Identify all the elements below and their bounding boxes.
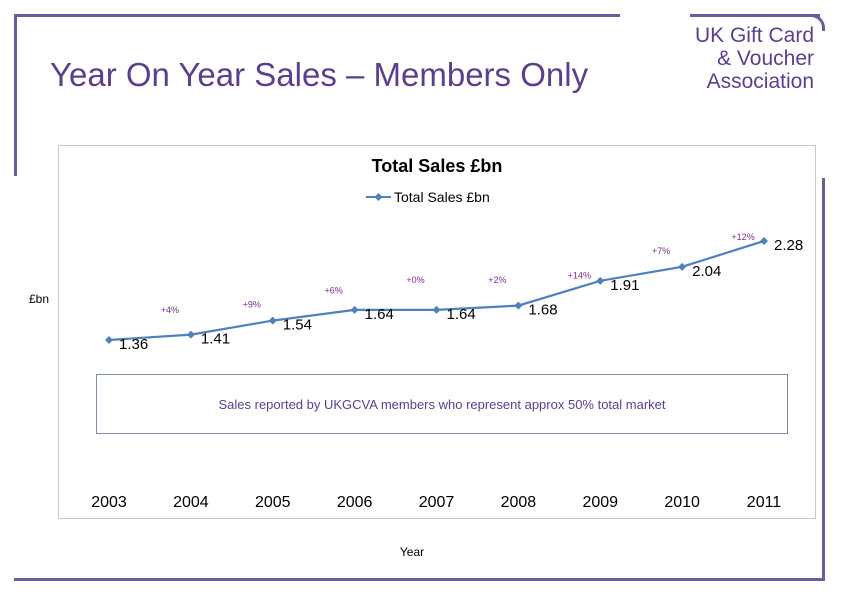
logo-line-1: UK Gift Card bbox=[694, 24, 814, 47]
x-tick-label-2011: 2011 bbox=[747, 494, 782, 511]
data-point-2010 bbox=[678, 262, 687, 271]
growth-label-2010: +7% bbox=[652, 246, 670, 256]
data-point-2011 bbox=[760, 237, 768, 245]
data-point-2008 bbox=[514, 301, 523, 310]
x-tick-label-2009: 2009 bbox=[582, 494, 618, 511]
data-label-2006: 1.64 bbox=[365, 306, 394, 323]
frame-corner bbox=[808, 14, 825, 31]
data-label-2004: 1.41 bbox=[201, 331, 230, 348]
y-axis-label: £bn bbox=[29, 292, 49, 306]
x-tick-label-2008: 2008 bbox=[501, 494, 537, 511]
slide-title: Year On Year Sales – Members Only bbox=[50, 56, 589, 93]
growth-label-2004: +4% bbox=[161, 305, 179, 315]
data-label-2010: 2.04 bbox=[692, 263, 721, 280]
growth-label-2008: +2% bbox=[488, 275, 506, 285]
market-note-text: Sales reported by UKGCVA members who rep… bbox=[218, 396, 666, 412]
x-tick-label-2010: 2010 bbox=[664, 494, 700, 511]
logo-line-3: Association bbox=[706, 70, 814, 93]
chart-title: Total Sales £bn bbox=[372, 156, 503, 176]
x-tick-label-2005: 2005 bbox=[255, 494, 291, 511]
data-label-2011: 2.28 bbox=[774, 237, 803, 254]
data-point-2007 bbox=[432, 305, 441, 314]
data-label-2003: 1.36 bbox=[119, 336, 148, 353]
growth-label-2006: +6% bbox=[325, 286, 343, 296]
logo-line-2: & Voucher bbox=[717, 47, 814, 70]
legend-label: Total Sales £bn bbox=[394, 189, 490, 205]
ukgcva-logo: UK Gift Card & Voucher Association bbox=[692, 24, 814, 93]
frame-left-line bbox=[14, 14, 17, 176]
growth-label-2009: +14% bbox=[568, 271, 591, 281]
frame-top-line bbox=[14, 14, 620, 17]
frame-bottom-line bbox=[14, 578, 825, 581]
frame-top-right-line bbox=[690, 14, 820, 17]
x-tick-label-2006: 2006 bbox=[337, 494, 373, 511]
growth-label-2007: +0% bbox=[406, 275, 424, 285]
x-tick-label-2004: 2004 bbox=[173, 494, 209, 511]
sales-line-chart: Total Sales £bn Total Sales £bn £bn 1.36 200… bbox=[29, 156, 803, 559]
market-note-box: Sales reported by UKGCVA members who rep… bbox=[96, 374, 788, 434]
frame-right-line bbox=[822, 178, 825, 580]
data-label-2005: 1.54 bbox=[283, 317, 312, 334]
data-point-2003 bbox=[105, 336, 113, 344]
data-label-2007: 1.64 bbox=[447, 306, 476, 323]
growth-label-2011: +12% bbox=[731, 232, 754, 242]
data-point-2009 bbox=[596, 276, 605, 285]
data-point-2006 bbox=[350, 305, 359, 314]
chart-area: Total Sales £bn Total Sales £bn £bn 1.36 200… bbox=[29, 145, 816, 559]
growth-label-2005: +9% bbox=[243, 300, 261, 310]
data-point-2005 bbox=[268, 316, 277, 325]
data-label-2008: 1.68 bbox=[528, 302, 557, 319]
legend-marker bbox=[374, 193, 383, 201]
data-point-2004 bbox=[186, 330, 195, 339]
data-label-2009: 1.91 bbox=[610, 277, 639, 294]
x-tick-label-2007: 2007 bbox=[419, 494, 455, 511]
x-tick-label-2003: 2003 bbox=[91, 494, 127, 511]
series-line-total-sales bbox=[108, 239, 765, 342]
x-axis-label: Year bbox=[400, 545, 424, 559]
